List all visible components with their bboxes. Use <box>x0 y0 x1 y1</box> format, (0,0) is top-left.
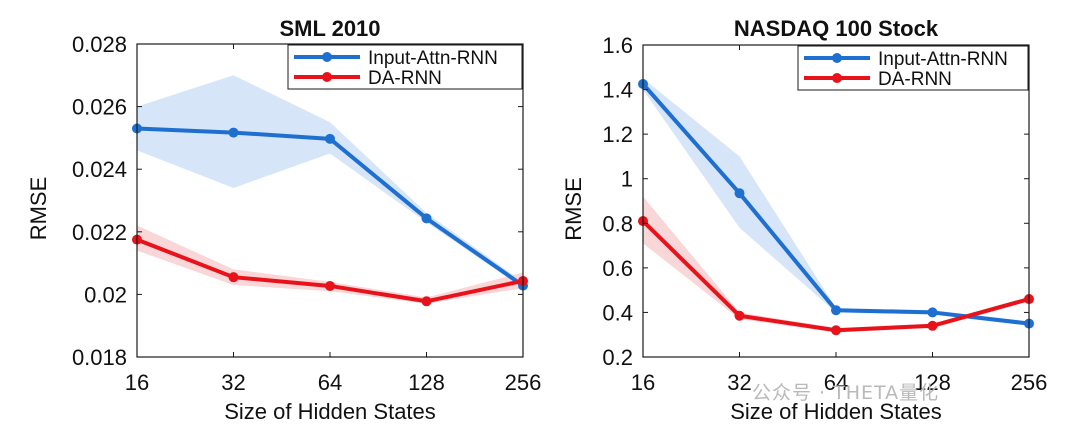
legend-swatch-marker <box>322 72 332 82</box>
y-tick-label: 0.022 <box>72 220 127 245</box>
legend-entry-label: Input-Attn-RNN <box>878 49 1008 70</box>
chart-panel-2: 0.2 0.4 0.6 0.8 1 1.2 1.4 1.6 16 32 64 128 256 NASDAQ… <box>561 16 1047 424</box>
legend-entry-label: Input-Attn-RNN <box>368 48 498 69</box>
data-point <box>734 310 745 321</box>
x-tick-label: 128 <box>914 370 951 395</box>
x-tick-label: 32 <box>727 370 751 395</box>
data-point <box>927 307 938 318</box>
legend-swatch-marker <box>322 52 332 62</box>
x-tick-label: 256 <box>1011 370 1048 395</box>
y-tick-label: 0.6 <box>602 256 633 281</box>
y-axis-label: RMSE <box>561 177 586 241</box>
data-point <box>734 188 745 199</box>
data-point <box>927 320 938 331</box>
chart-panel-1: 0.018 0.02 0.022 0.024 0.026 0.028 16 32 64 128 25… <box>26 16 541 424</box>
legend-entry-label: DA-RNN <box>878 69 952 90</box>
data-point <box>325 280 335 291</box>
legend-entry-label: DA-RNN <box>368 68 442 89</box>
data-point <box>228 272 239 283</box>
legend-swatch-marker <box>832 73 842 83</box>
data-point <box>421 213 432 224</box>
x-tick-label: 256 <box>505 370 542 395</box>
legend-swatch-marker <box>832 53 842 63</box>
x-tick-label: 64 <box>318 370 342 395</box>
y-tick-label: 0.026 <box>72 95 127 120</box>
y-tick-label: 1.6 <box>602 33 633 58</box>
y-tick-label: 1.4 <box>602 78 633 103</box>
y-tick-label: 1 <box>621 167 633 192</box>
data-point <box>421 296 432 307</box>
y-axis-label: RMSE <box>26 177 51 241</box>
y-tick-label: 0.02 <box>84 282 127 307</box>
watermark: 公众号 · THETA量化 <box>752 382 940 404</box>
data-point <box>831 305 841 316</box>
x-axis-label: Size of Hidden States <box>730 399 942 424</box>
x-tick-label: 16 <box>125 370 149 395</box>
confidence-band-2 <box>137 225 523 304</box>
data-point <box>325 133 335 144</box>
data-point <box>831 325 841 336</box>
y-tick-label: 0.018 <box>72 345 127 370</box>
y-tick-label: 0.4 <box>602 300 633 325</box>
x-tick-label: 32 <box>221 370 245 395</box>
y-tick-label: 0.024 <box>72 157 127 182</box>
y-tick-label: 1.2 <box>602 122 633 147</box>
x-tick-label: 128 <box>408 370 445 395</box>
chart-title: NASDAQ 100 Stock <box>734 16 939 41</box>
data-point <box>228 127 239 138</box>
x-tick-label: 64 <box>824 370 848 395</box>
y-tick-label: 0.028 <box>72 32 127 57</box>
x-axis-label: Size of Hidden States <box>224 399 436 424</box>
chart-title: SML 2010 <box>279 16 380 41</box>
y-tick-label: 0.2 <box>602 345 633 370</box>
x-tick-label: 16 <box>631 370 655 395</box>
y-tick-label: 0.8 <box>602 211 633 236</box>
